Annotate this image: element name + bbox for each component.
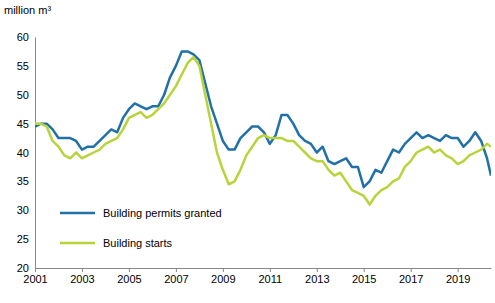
legend-label: Building permits granted: [103, 207, 222, 219]
tick-label: 30: [17, 204, 29, 216]
tick: 55: [17, 60, 35, 72]
legend: Building permits granted Building starts: [60, 207, 222, 249]
tick: 35: [17, 175, 35, 187]
tick-mark: [270, 268, 271, 272]
tick-label: 60: [17, 31, 29, 43]
tick-mark: [317, 268, 318, 272]
tick-mark: [364, 268, 365, 272]
tick: 50: [17, 89, 35, 101]
tick-mark: [82, 268, 83, 272]
tick: 2019: [446, 268, 470, 285]
tick-label: 2015: [352, 273, 376, 285]
tick: 2005: [117, 268, 141, 285]
tick: 2011: [258, 268, 282, 285]
axis-title: million m³: [4, 4, 51, 16]
tick-label: 2013: [305, 273, 329, 285]
chart: 2001 2003 2005 2007 2009 2011 2013 2015 2017 2019…: [0, 0, 495, 303]
tick-label: 2011: [258, 273, 282, 285]
tick: 40: [17, 147, 35, 159]
tick-label: 40: [17, 147, 29, 159]
tick-mark: [223, 268, 224, 272]
legend-swatch: [60, 212, 95, 215]
tick: 2015: [352, 268, 376, 285]
tick: 25: [17, 233, 35, 245]
tick: 2017: [399, 268, 423, 285]
tick: 2007: [164, 268, 188, 285]
tick-label: 2009: [211, 273, 235, 285]
tick: 2003: [70, 268, 94, 285]
tick-label: 2017: [399, 273, 423, 285]
legend-label: Building starts: [103, 237, 173, 249]
tick-mark: [35, 268, 36, 272]
x-axis: 2001 2003 2005 2007 2009 2011 2013 2015 2017 2019: [23, 268, 491, 285]
tick: 60: [17, 31, 35, 43]
tick-label: 20: [17, 262, 29, 274]
tick-label: 2007: [164, 273, 188, 285]
plot-area: [35, 51, 491, 204]
series-line: [35, 57, 491, 204]
tick-label: 25: [17, 233, 29, 245]
tick: 45: [17, 118, 35, 130]
tick: 2009: [211, 268, 235, 285]
tick: 2013: [305, 268, 329, 285]
tick: 20: [17, 262, 35, 274]
tick-mark: [411, 268, 412, 272]
axis-line: [35, 38, 36, 269]
tick: 30: [17, 204, 35, 216]
tick-mark: [176, 268, 177, 272]
tick-label: 2001: [23, 273, 47, 285]
tick-label: 50: [17, 89, 29, 101]
tick-mark: [129, 268, 130, 272]
tick-label: 2003: [70, 273, 94, 285]
tick-label: 2019: [446, 273, 470, 285]
tick-label: 45: [17, 118, 29, 130]
tick-label: 2005: [117, 273, 141, 285]
tick-label: 55: [17, 60, 29, 72]
legend-swatch: [60, 242, 95, 245]
series-line: [35, 51, 491, 187]
tick-mark: [458, 268, 459, 272]
tick-label: 35: [17, 175, 29, 187]
y-axis: 20 25 30 35 40 45 50 55 60: [17, 31, 36, 274]
axis-line: [36, 268, 492, 269]
